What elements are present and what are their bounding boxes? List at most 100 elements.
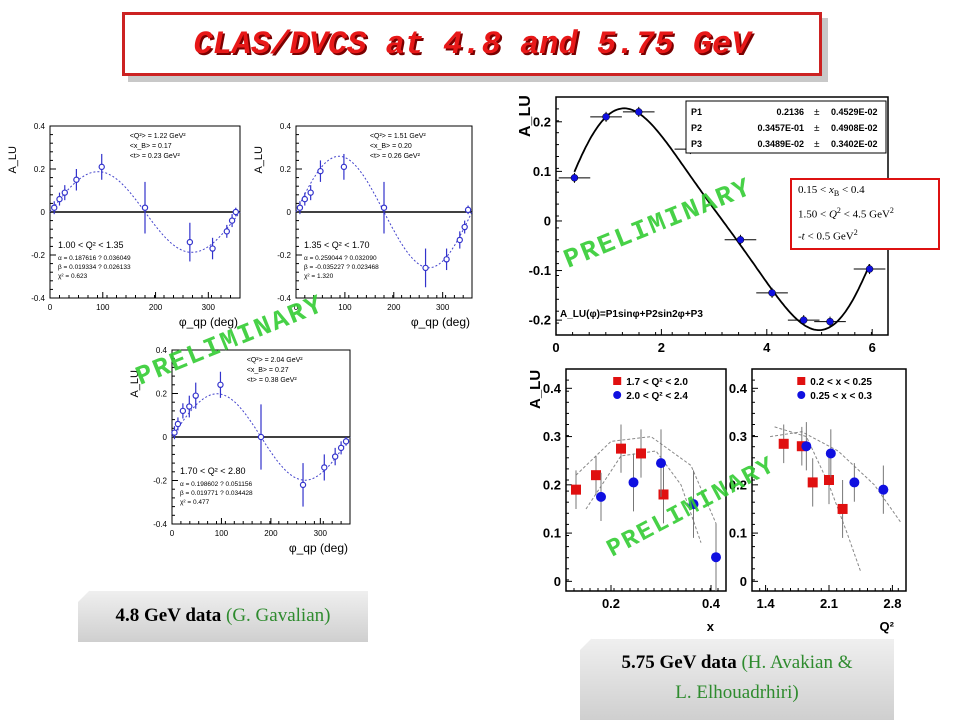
x-axis-label: Q² [880, 619, 895, 634]
stat-line: <x_B> = 0.27 [247, 367, 289, 374]
data-point-circle [801, 441, 812, 452]
stat-line: <t> = 0.38 GeV² [247, 377, 298, 384]
stat-line: <Q²> = 2.04 GeV² [247, 357, 304, 364]
y-tick-label: 0.2 [156, 389, 168, 398]
data-point [342, 438, 350, 445]
data-point [257, 433, 265, 441]
fit-param: α = 0.187616 ? 0.036049 [58, 255, 131, 262]
stat-line: <x_B> = 0.20 [370, 143, 412, 150]
data-point [51, 204, 58, 211]
x-tick-label: 0 [48, 303, 53, 312]
legend-marker [797, 377, 806, 385]
data-point-circle [849, 477, 860, 488]
data-point-square [837, 503, 848, 514]
data-point-square [636, 448, 646, 459]
y-tick-label: 0.1 [729, 526, 747, 541]
fit-param: β = 0.019334 ? 0.026133 [58, 264, 131, 271]
params-box [685, 100, 887, 154]
x-tick-label: 300 [202, 303, 216, 312]
x-tick-label: 2.1 [820, 596, 838, 611]
param-error: 0.4529E-02 [831, 107, 878, 117]
x-tick-label: 200 [387, 303, 401, 312]
data-point [443, 256, 450, 263]
fit-function: A_LU(φ)=P1sinφ+P2sin2φ+P3 [560, 309, 703, 320]
x-axis-label: φ_qp (deg) [411, 315, 470, 329]
y-tick-label: -0.2 [529, 313, 551, 328]
data-point [186, 403, 193, 410]
data-point [456, 236, 463, 244]
data-point [73, 176, 80, 183]
data-point [217, 381, 224, 388]
y-axis-label: A_LU [517, 95, 534, 137]
y-axis-label: A_LU [253, 146, 265, 174]
data-point [228, 217, 236, 224]
data-point [174, 420, 182, 428]
data-point-square [658, 489, 669, 500]
data-point [602, 113, 610, 121]
param-value: 0.3489E-02 [757, 139, 804, 149]
data-point-square [616, 443, 626, 454]
fit-param: χ² = 0.623 [58, 273, 88, 280]
legend-marker [797, 391, 806, 399]
y-tick-label: -0.4 [31, 294, 45, 303]
x-tick-label: 4 [763, 340, 771, 355]
kinematics-box: 0.15 < xB < 0.4 1.50 < Q2 < 4.5 GeV2 -t … [790, 178, 940, 250]
data-point [570, 174, 579, 182]
param-value: 0.2136 [776, 107, 804, 117]
legend-label: 0.2 < x < 0.25 [810, 377, 872, 388]
data-point [634, 108, 643, 116]
data-point [464, 206, 472, 214]
data-point [301, 195, 308, 203]
data-point-circle [711, 552, 721, 563]
legend-marker [613, 377, 622, 385]
data-point [223, 228, 231, 235]
y-tick-label: -0.4 [277, 294, 291, 303]
data-point [340, 163, 348, 171]
y-tick-label: 0 [544, 214, 551, 229]
param-error: 0.4908E-02 [831, 123, 878, 133]
data-point [98, 163, 105, 171]
data-point [768, 289, 776, 297]
x-tick-label: 100 [96, 303, 110, 312]
legend-label: 1.7 < Q² < 2.0 [626, 377, 688, 388]
data-point-circle [688, 499, 699, 510]
y-tick-label: 0 [41, 208, 46, 217]
y-tick-label: 0.1 [533, 164, 551, 179]
data-point [186, 238, 194, 246]
x-tick-label: 100 [338, 303, 352, 312]
plot-p5: 0.4 0.3 0.2 0.1 0 0.2 0.4 1.7 < Q² < 2.0 2.0 < Q… [527, 368, 727, 634]
x-tick-label: 6 [869, 340, 876, 355]
x-tick-label: 200 [264, 529, 278, 538]
data-point [192, 392, 199, 399]
y-tick-label: -0.2 [153, 476, 167, 485]
data-point [171, 429, 178, 436]
data-point-square [778, 438, 789, 449]
x-tick-label: 100 [215, 529, 229, 538]
param-name: P2 [691, 123, 702, 133]
x-tick-label: 2 [658, 340, 665, 355]
param-value: 0.3457E-01 [757, 123, 804, 133]
title-banner: CLAS/DVCS at 4.8 and 5.75 GeV [122, 12, 822, 76]
fit-curve [573, 107, 871, 331]
caption-right-credit-2: L. Elhouadrhiri) [675, 682, 799, 703]
q2-range: 1.00 < Q² < 1.35 [58, 240, 124, 250]
data-point [61, 189, 68, 196]
y-tick-label: -0.2 [277, 251, 291, 260]
y-axis-label: A_LU [129, 370, 141, 398]
x-axis-label: φ_qp (deg) [289, 541, 348, 555]
x-axis-label: x [707, 619, 715, 634]
y-tick-label: 0.4 [543, 381, 562, 396]
x-tick-label: 300 [314, 529, 328, 538]
data-point [307, 189, 314, 196]
y-tick-label: -0.4 [153, 520, 167, 529]
y-tick-label: 0.3 [543, 429, 561, 444]
x-tick-label: 0.2 [602, 596, 620, 611]
kinematics-line-2: 1.50 < Q2 < 4.5 GeV2 [798, 206, 894, 221]
data-point-square [807, 477, 818, 488]
plot-p6: 0.4 0.3 0.2 0.1 0 1.4 2.1 2.8 0.2 < x < 0.25 0.25… [729, 368, 907, 634]
param-name: P3 [691, 139, 702, 149]
